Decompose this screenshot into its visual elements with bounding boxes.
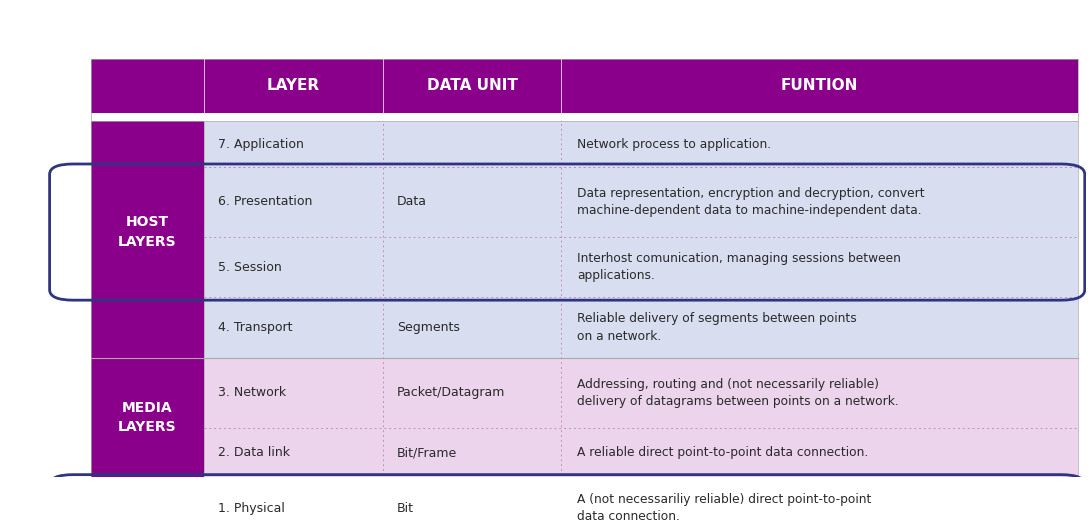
Bar xyxy=(90,477,204,523)
Bar xyxy=(561,298,1078,358)
Text: Network process to application.: Network process to application. xyxy=(578,138,772,151)
Text: Segments: Segments xyxy=(397,321,460,334)
Text: 7. Application: 7. Application xyxy=(218,138,304,151)
Text: A reliable direct point-to-point data connection.: A reliable direct point-to-point data co… xyxy=(578,446,869,459)
Text: 6. Presentation: 6. Presentation xyxy=(218,195,313,208)
Bar xyxy=(383,237,561,298)
Bar xyxy=(204,428,383,477)
Bar xyxy=(383,428,561,477)
Bar xyxy=(90,167,204,237)
Text: Data representation, encryption and decryption, convert
machine-dependent data t: Data representation, encryption and decr… xyxy=(578,187,925,217)
Bar xyxy=(90,428,204,477)
Text: MEDIA
LAYERS: MEDIA LAYERS xyxy=(118,401,177,435)
Bar xyxy=(90,59,1078,113)
Text: 3. Network: 3. Network xyxy=(218,386,287,400)
Bar xyxy=(204,237,383,298)
Bar xyxy=(561,358,1078,428)
Bar xyxy=(90,358,204,428)
Bar xyxy=(561,167,1078,237)
Bar xyxy=(383,298,561,358)
Text: Data: Data xyxy=(397,195,427,208)
Bar xyxy=(204,298,383,358)
Bar xyxy=(204,477,383,523)
Bar xyxy=(383,121,561,167)
Text: DATA UNIT: DATA UNIT xyxy=(426,78,518,93)
Text: 1. Physical: 1. Physical xyxy=(218,502,286,515)
Text: FUNTION: FUNTION xyxy=(782,78,859,93)
Bar xyxy=(561,121,1078,167)
Bar xyxy=(383,167,561,237)
Text: A (not necessariliy reliable) direct point-to-point
data connection.: A (not necessariliy reliable) direct poi… xyxy=(578,493,872,523)
Bar xyxy=(561,477,1078,523)
Bar xyxy=(90,237,204,298)
Text: Bit: Bit xyxy=(397,502,414,515)
Bar xyxy=(383,358,561,428)
Text: LAYER: LAYER xyxy=(267,78,320,93)
Text: Bit/Frame: Bit/Frame xyxy=(397,446,457,459)
Bar xyxy=(90,298,204,358)
Text: Packet/Datagram: Packet/Datagram xyxy=(397,386,505,400)
Bar xyxy=(204,121,383,167)
Bar xyxy=(561,237,1078,298)
Text: 4. Transport: 4. Transport xyxy=(218,321,293,334)
Text: Reliable delivery of segments between points
on a network.: Reliable delivery of segments between po… xyxy=(578,312,857,343)
Bar xyxy=(561,428,1078,477)
Bar xyxy=(90,121,204,167)
Text: Interhost comunication, managing sessions between
applications.: Interhost comunication, managing session… xyxy=(578,252,901,282)
Bar xyxy=(383,477,561,523)
Text: 5. Session: 5. Session xyxy=(218,260,282,274)
Bar xyxy=(204,358,383,428)
Bar xyxy=(204,167,383,237)
Text: HOST
LAYERS: HOST LAYERS xyxy=(118,215,177,249)
Text: Addressing, routing and (not necessarily reliable)
delivery of datagrams between: Addressing, routing and (not necessarily… xyxy=(578,378,899,408)
Text: 2. Data link: 2. Data link xyxy=(218,446,290,459)
